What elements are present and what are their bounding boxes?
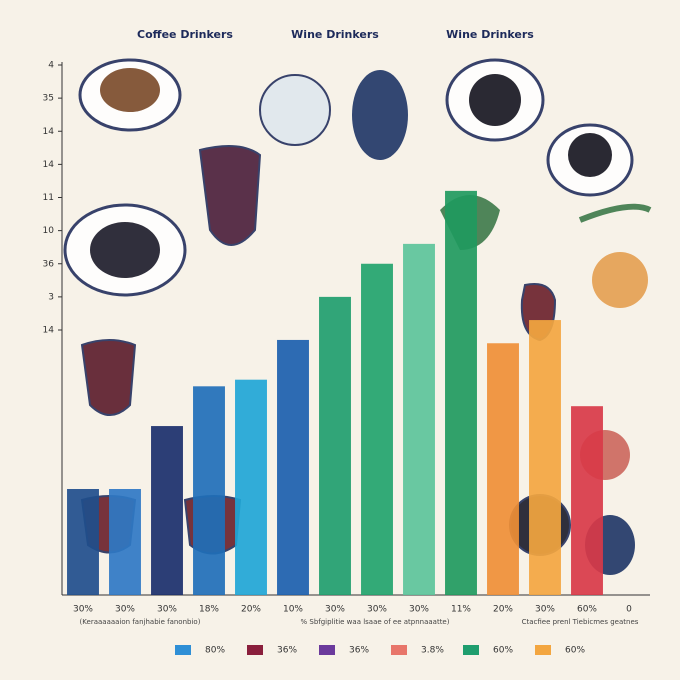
- group-title: Wine Drinkers: [291, 28, 379, 41]
- legend-swatch: [391, 645, 407, 655]
- legend-swatch: [535, 645, 551, 655]
- x-tick-label: 30%: [325, 605, 345, 615]
- legend-swatch: [175, 645, 191, 655]
- bar: [277, 339, 309, 595]
- bar: [193, 386, 225, 595]
- legend-label: 60%: [565, 646, 585, 656]
- legend-label: 36%: [349, 646, 369, 656]
- x-tick-label: 60%: [577, 605, 597, 615]
- y-tick-label: 4: [48, 61, 54, 71]
- y-tick-label: 35: [43, 94, 54, 104]
- bar: [403, 243, 435, 595]
- x-tick-label: 18%: [199, 605, 219, 615]
- y-tick-label: 14: [43, 326, 55, 336]
- x-tick-label: 11%: [451, 605, 471, 615]
- bar: [67, 489, 99, 595]
- note: (Keraaaaaaion fanjhabie fanonbio): [80, 618, 201, 626]
- legend-label: 36%: [277, 646, 297, 656]
- note: % Sbfgiplitie waa lsaae of ee atpnnaaatt…: [301, 618, 450, 626]
- group-title: Wine Drinkers: [446, 28, 534, 41]
- legend-swatch: [319, 645, 335, 655]
- bar: [151, 426, 183, 595]
- bar: [445, 190, 477, 595]
- x-tick-label: 10%: [283, 605, 303, 615]
- bar: [361, 263, 393, 595]
- bar: [319, 296, 351, 595]
- x-tick-label: 30%: [73, 605, 93, 615]
- legend-swatch: [247, 645, 263, 655]
- group-title: Coffee Drinkers: [137, 28, 233, 41]
- y-tick-label: 3: [48, 292, 54, 302]
- legend-swatch: [463, 645, 479, 655]
- x-tick-label: 30%: [535, 605, 555, 615]
- x-tick-label: 0: [626, 605, 632, 615]
- x-tick-label: 30%: [367, 605, 387, 615]
- y-tick-label: 10: [43, 226, 55, 236]
- y-tick-label: 14: [43, 160, 55, 170]
- x-tick-label: 20%: [241, 605, 261, 615]
- bar: [529, 320, 561, 595]
- y-tick-label: 36: [43, 259, 55, 269]
- x-tick-label: 20%: [493, 605, 513, 615]
- bar: [235, 379, 267, 595]
- y-tick-label: 14: [43, 127, 55, 137]
- x-tick-label: 30%: [157, 605, 177, 615]
- bar: [487, 343, 519, 595]
- y-tick-label: 11: [43, 193, 54, 203]
- legend-label: 80%: [205, 646, 225, 656]
- x-tick-label: 30%: [115, 605, 135, 615]
- legend-label: 3.8%: [421, 646, 444, 656]
- note: Ctacfiee prenl Tiebicmes geatnes: [522, 618, 639, 626]
- x-tick-label: 30%: [409, 605, 429, 615]
- legend-label: 60%: [493, 646, 513, 656]
- bar: [571, 406, 603, 595]
- bar: [109, 489, 141, 595]
